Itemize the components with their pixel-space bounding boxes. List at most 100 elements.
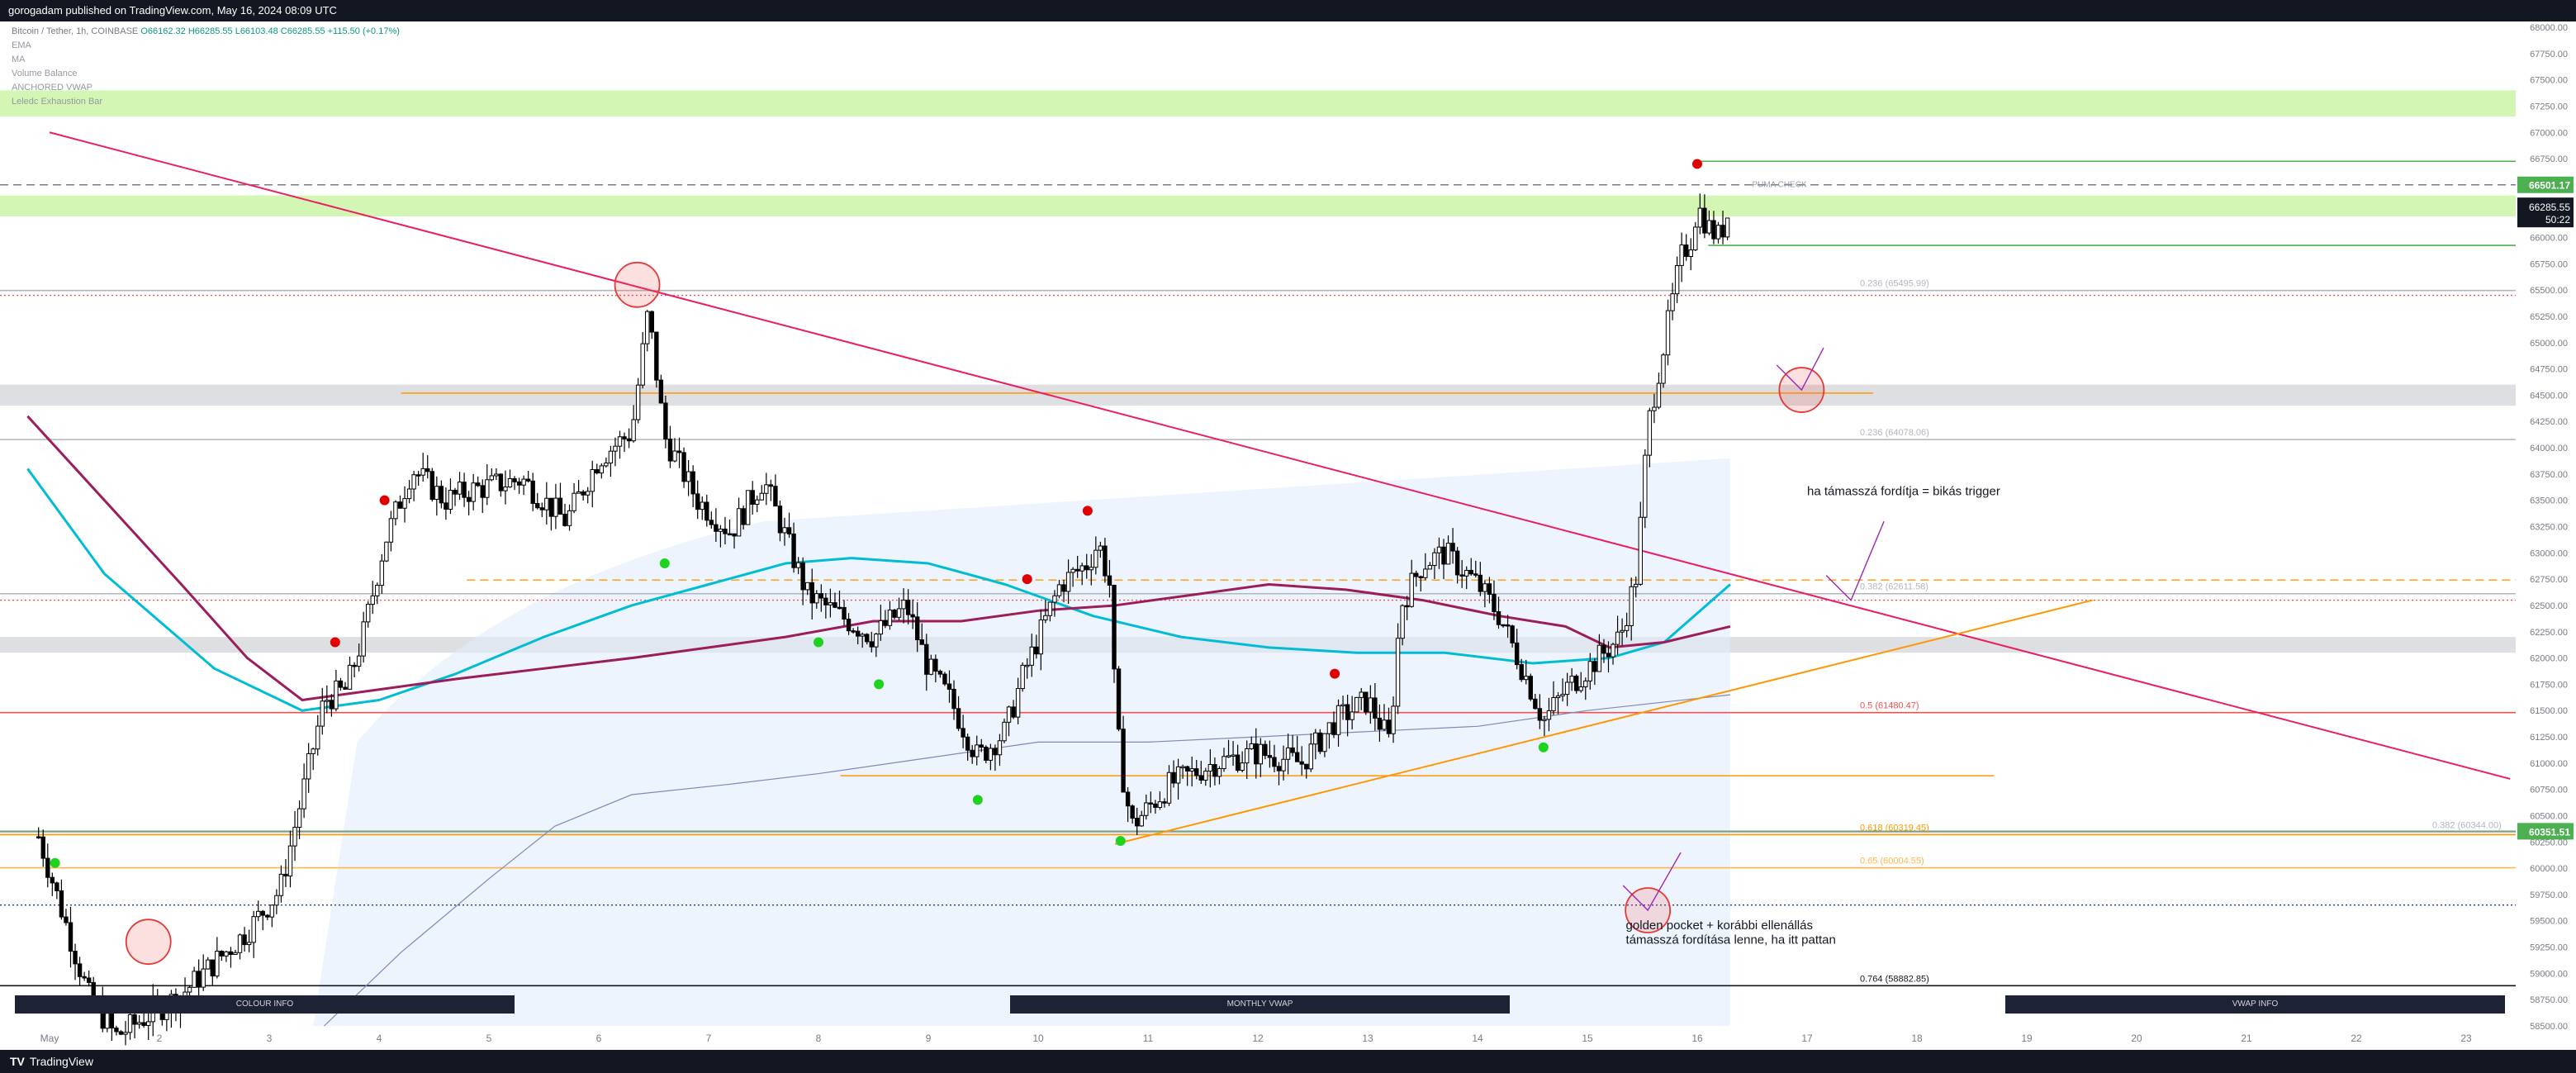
candle-body bbox=[1679, 245, 1684, 267]
footer-bar: TV TradingView bbox=[0, 1050, 2576, 1073]
candle-body bbox=[329, 700, 334, 710]
candle-body bbox=[1313, 732, 1318, 745]
indicator-ema[interactable]: EMA bbox=[12, 40, 31, 50]
candle-body bbox=[732, 533, 737, 537]
candle-body bbox=[1217, 768, 1222, 777]
candle-body bbox=[512, 478, 517, 482]
zone-0 bbox=[0, 90, 2516, 117]
indicator-ma[interactable]: MA bbox=[12, 55, 26, 64]
candle-body bbox=[795, 562, 801, 568]
candle-body bbox=[714, 524, 719, 532]
candle-body bbox=[823, 597, 828, 605]
candle-body bbox=[397, 501, 403, 509]
candle-body bbox=[480, 485, 485, 498]
x-tick-label: 15 bbox=[1582, 1033, 1593, 1044]
candle-body bbox=[1702, 207, 1707, 234]
chart-legend: Bitcoin / Tether, 1h, COINBASE O66162.32… bbox=[12, 25, 400, 109]
tradingview-brand[interactable]: TradingView bbox=[29, 1055, 93, 1068]
candle-body bbox=[1107, 575, 1112, 586]
candle-body bbox=[224, 951, 229, 957]
candle-body bbox=[1551, 697, 1556, 711]
candle-body bbox=[388, 518, 394, 543]
candle-body bbox=[320, 700, 325, 727]
swing-low-dot-4 bbox=[972, 795, 983, 805]
y-tick-label: 67500.00 bbox=[2530, 76, 2568, 86]
candle-body bbox=[1231, 754, 1236, 757]
candle-body bbox=[507, 478, 513, 488]
candle-body bbox=[1308, 743, 1313, 770]
candle-body bbox=[1098, 545, 1103, 551]
swing-high-dot-3 bbox=[1082, 506, 1093, 516]
candle-body bbox=[1715, 225, 1721, 240]
candle-body bbox=[118, 1031, 124, 1035]
fib-label-17: 0.764 (58882.85) bbox=[1860, 974, 1929, 984]
candle-body bbox=[1093, 549, 1098, 568]
candle-body bbox=[805, 582, 810, 591]
candle-body bbox=[979, 744, 984, 748]
candle-body bbox=[1254, 743, 1259, 765]
price-badge-1 bbox=[2517, 823, 2574, 840]
candle-body bbox=[635, 384, 641, 420]
candle-body bbox=[658, 379, 664, 404]
candle-body bbox=[970, 749, 975, 757]
x-tick-label: 17 bbox=[1801, 1033, 1813, 1044]
indicator-anchored-vwap[interactable]: ANCHORED VWAP bbox=[12, 83, 93, 93]
candle-body bbox=[1322, 733, 1327, 753]
ascending-trendline bbox=[1114, 599, 2094, 845]
candle-body bbox=[846, 619, 852, 632]
indicator-volume-balance[interactable]: Volume Balance bbox=[12, 69, 78, 78]
candle-body bbox=[521, 478, 526, 486]
candle-body bbox=[883, 620, 888, 626]
candle-body bbox=[855, 630, 861, 637]
candle-body bbox=[187, 986, 192, 993]
candle-body bbox=[434, 486, 439, 501]
candle-body bbox=[1203, 771, 1208, 781]
last-price-badge bbox=[2517, 197, 2574, 228]
candle-body bbox=[375, 584, 380, 596]
candle-body bbox=[233, 952, 238, 955]
candle-body bbox=[242, 934, 247, 946]
candle-body bbox=[1240, 762, 1245, 772]
fib-label-15: 0.65 (60004.55) bbox=[1860, 857, 1924, 866]
candle-body bbox=[406, 488, 412, 500]
candle-body bbox=[525, 478, 531, 482]
candle-body bbox=[274, 895, 279, 906]
candle-body bbox=[1263, 743, 1268, 757]
candle-body bbox=[1514, 642, 1520, 666]
candle-body bbox=[723, 529, 728, 534]
candle-body bbox=[384, 541, 389, 562]
arrow-0 bbox=[1776, 347, 1824, 392]
candle-body bbox=[55, 882, 59, 891]
candle-body bbox=[553, 497, 558, 517]
candle-body bbox=[366, 604, 371, 623]
candle-body bbox=[851, 630, 856, 633]
indicator-leledc[interactable]: Leledc Exhaustion Bar bbox=[12, 97, 103, 107]
fib-label-13: 0.382 (60344.00) bbox=[2432, 820, 2502, 830]
time-axis bbox=[0, 1026, 2576, 1050]
candle-body bbox=[1409, 572, 1414, 607]
candle-body bbox=[1144, 802, 1149, 816]
x-tick-label: 19 bbox=[2021, 1033, 2033, 1044]
candle-body bbox=[141, 1022, 146, 1027]
candle-body bbox=[1153, 803, 1158, 808]
candle-body bbox=[1052, 595, 1057, 603]
candle-body bbox=[700, 501, 704, 510]
candle-body bbox=[1382, 719, 1387, 730]
candle-body bbox=[68, 922, 74, 952]
candle-body bbox=[1473, 573, 1478, 576]
price-chart[interactable]: 0.236 (65495.99) 0.236 (64078.06) 0.382 (6… bbox=[0, 21, 2576, 1050]
y-tick-label: 63750.00 bbox=[2530, 470, 2568, 480]
candle-body bbox=[1331, 722, 1336, 735]
candle-body bbox=[1564, 681, 1570, 696]
swing-low-dot-5 bbox=[1115, 836, 1126, 847]
price-badge-0 bbox=[2517, 176, 2574, 193]
swing-high-dot-0 bbox=[330, 637, 340, 648]
candle-body bbox=[654, 331, 659, 381]
candle-body bbox=[1724, 217, 1730, 238]
candle-body bbox=[59, 890, 64, 918]
candle-body bbox=[1427, 565, 1433, 570]
candle-body bbox=[1222, 756, 1226, 770]
candle-body bbox=[485, 479, 490, 498]
x-tick-label: 3 bbox=[267, 1033, 273, 1044]
candle-body bbox=[370, 595, 375, 605]
